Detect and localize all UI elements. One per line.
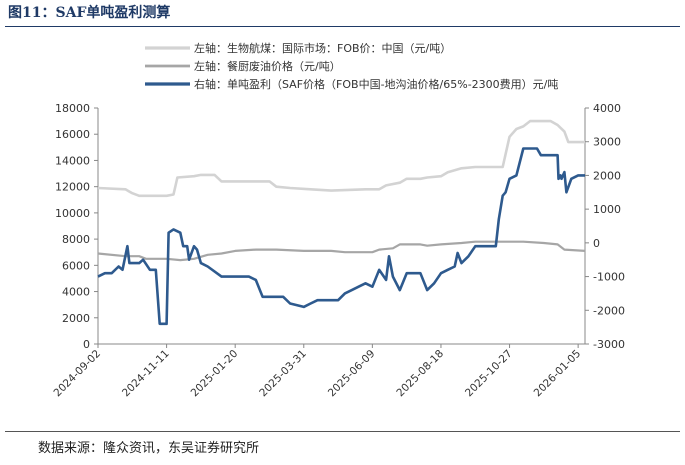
series-line-waste-oil-price <box>97 240 586 262</box>
legend-item-saf-price: 左轴：生物航煤：国际市场：FOB价：中国（元/吨） <box>145 41 451 55</box>
x-tick-label: 2024-11-11 <box>120 348 172 400</box>
x-tick-label: 2025-01-20 <box>189 348 241 400</box>
legend-item-profit: 右轴：单吨盈利（SAF价格（FOB中国-地沟油价格/65%-2300费用）元/吨 <box>145 77 558 91</box>
y-left-tick-label: 2000 <box>62 312 90 325</box>
source-rule <box>5 431 680 432</box>
x-tick-label: 2025-08-18 <box>394 348 446 400</box>
chart: 0200040006000800010000120001400016000180… <box>51 41 625 400</box>
chart-legend: 左轴：生物航煤：国际市场：FOB价：中国（元/吨） 左轴：餐厨废油价格（元/吨） 右… <box>145 41 558 91</box>
source-note: 数据来源：隆众资讯，东吴证券研究所 <box>38 441 260 456</box>
y-left-tick-label: 10000 <box>55 207 90 220</box>
legend-label: 左轴：生物航煤：国际市场：FOB价：中国（元/吨） <box>194 41 451 55</box>
legend-item-waste-oil-price: 左轴：餐厨废油价格（元/吨） <box>145 59 341 73</box>
y-left-tick-label: 6000 <box>62 259 90 272</box>
chart-series <box>97 119 586 326</box>
y-right-tick-label: 4000 <box>593 102 621 115</box>
x-tick-label: 2026-01-05 <box>532 348 584 400</box>
x-tick-label: 2025-10-27 <box>463 348 515 400</box>
series-line-saf-price <box>97 119 585 198</box>
y-right-tick-label: 3000 <box>593 136 621 149</box>
title-rule <box>5 26 680 27</box>
y-right-tick-label: -2000 <box>593 304 625 317</box>
y-right-tick-label: 1000 <box>593 203 621 216</box>
y-left-tick-label: 8000 <box>62 233 90 246</box>
figure-title: 图11：SAF单吨盈利测算 <box>8 5 171 21</box>
y-left-tick-label: 0 <box>83 338 90 351</box>
y-left-tick-label: 12000 <box>55 181 90 194</box>
y-right-tick-label: -1000 <box>593 271 625 284</box>
y-left-tick-label: 16000 <box>55 128 90 141</box>
x-tick-label: 2024-09-02 <box>51 348 103 400</box>
x-tick-label: 2025-03-31 <box>257 348 309 400</box>
legend-label: 右轴：单吨盈利（SAF价格（FOB中国-地沟油价格/65%-2300费用）元/吨 <box>194 77 558 91</box>
y-right-tick-label: 0 <box>593 237 600 250</box>
y-right-tick-label: -3000 <box>593 338 625 351</box>
x-tick-label: 2025-06-09 <box>326 348 378 400</box>
series-line-profit <box>97 147 585 326</box>
y-left-tick-label: 14000 <box>55 154 90 167</box>
y-right-tick-label: 2000 <box>593 169 621 182</box>
legend-label: 左轴：餐厨废油价格（元/吨） <box>194 59 341 73</box>
y-left-tick-label: 18000 <box>55 102 90 115</box>
y-left-tick-label: 4000 <box>62 286 90 299</box>
